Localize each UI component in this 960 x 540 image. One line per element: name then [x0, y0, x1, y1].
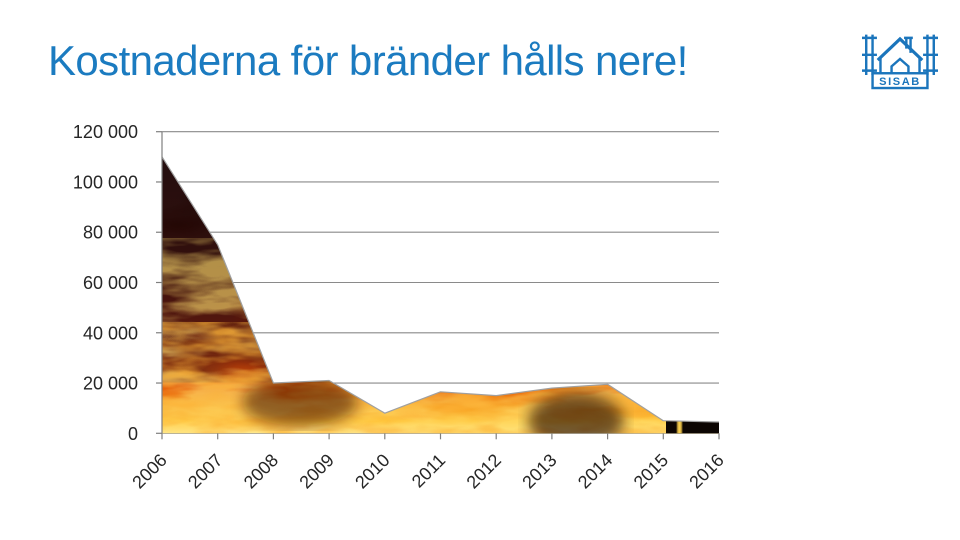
x-axis-tick-label: 2012 [463, 450, 505, 492]
y-axis-tick-label: 20 000 [83, 374, 138, 394]
x-axis-tick-label: 2006 [128, 450, 170, 492]
x-axis-tick-label: 2016 [685, 450, 727, 492]
sisab-logo: SISAB [862, 34, 938, 90]
sisab-logo-scaffold-left [862, 34, 877, 75]
x-axis-tick-label: 2007 [184, 450, 226, 492]
y-axis-tick-label: 60 000 [83, 273, 138, 293]
x-axis-tick-label: 2015 [630, 450, 672, 492]
x-axis-tick-label: 2010 [351, 450, 393, 492]
x-axis-tick-label: 2014 [574, 450, 616, 492]
x-axis-tick-label: 2013 [518, 450, 560, 492]
y-axis-tick-label: 120 000 [73, 122, 138, 142]
fire-dark-patch-left [242, 378, 358, 426]
area-series-fire [161, 156, 720, 434]
x-axis-tick-label: 2011 [408, 450, 450, 492]
y-axis-tick-label: 0 [128, 424, 138, 444]
y-axis-tick-label: 40 000 [83, 323, 138, 343]
fire-texture-embers [162, 328, 719, 434]
fire-dark-patch-right [528, 393, 624, 434]
sisab-logo-scaffold-right [923, 34, 938, 75]
fire-texture-group [162, 156, 719, 434]
fire-ember-slit [677, 394, 682, 434]
y-axis-tick-label: 80 000 [83, 223, 138, 243]
sisab-logo-text: SISAB [879, 76, 921, 88]
sisab-logo-house-icon [876, 36, 924, 78]
x-axis-tick-label: 2008 [240, 450, 282, 492]
area-outline [161, 156, 720, 423]
y-axis-tick-label: 100 000 [73, 172, 138, 192]
sisab-logo-box [871, 72, 929, 90]
slide-title: Kostnaderna för bränder hålls nere! [48, 37, 688, 84]
fire-burnt-end [666, 388, 719, 434]
x-axis-tick-label: 2009 [295, 450, 337, 492]
